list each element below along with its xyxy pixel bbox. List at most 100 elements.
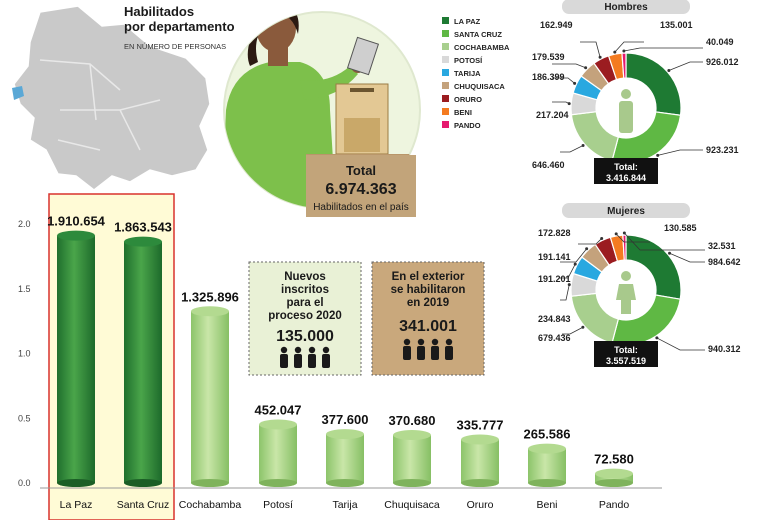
legend-swatch [442,56,449,63]
legend-label: COCHABAMBA [454,43,510,52]
legend: LA PAZ SANTA CRUZ COCHABAMBA POTOSÍ TARIJA CH… [442,17,510,130]
donut-total-value: 3.557.519 [606,356,646,366]
donut-leader-line [552,77,575,84]
donut-leader-line [624,232,705,251]
bar-top [528,443,566,454]
bar [528,448,566,483]
abroad-box: En el exterior se habilitaron en 2019 34… [371,261,485,376]
bar-base [191,479,229,487]
x-tick-label: La Paz [60,499,93,511]
donut-leader-line [657,149,703,156]
legend-label: SANTA CRUZ [454,30,502,39]
donut-leader-dot [622,231,626,235]
legend-label: ORURO [454,95,482,104]
new-registrants-line3: para el [286,297,323,309]
donut-leader-dot [581,143,585,147]
bar [124,241,162,483]
donut-total-box [594,158,658,184]
total-caption: Habilitados en el país [313,202,409,213]
figure-icon [619,101,633,133]
bar-value-label: 335.777 [457,418,504,433]
bar-value-label: 265.586 [524,427,571,442]
figure-icon [616,284,636,300]
voter-illustration: Total 6.974.363 Habilitados en el país [223,11,421,217]
bar-group: 370.680 Chuquisaca [384,413,440,511]
y-tick-label: 1.0 [18,349,31,359]
legend-swatch [442,108,449,115]
donut-leader-line [580,41,601,58]
legend-label: POTOSÍ [454,56,483,65]
chart-title-line1: Habilitados [124,4,194,19]
bar-chart: 1.910.654 La Paz 1.863.543 Santa Cruz 1.325.… [18,193,662,521]
bar-base [595,479,633,487]
donut-leader-dot [667,68,671,72]
person-head [280,346,288,354]
bar-base [393,479,431,487]
bar-group: 1.325.896 Cochabamba [179,289,242,511]
donut-value-label: 40.049 [706,37,734,47]
donut-value-label: 984.642 [708,257,741,267]
legend-swatch [442,43,449,50]
bar-value-label: 452.047 [255,402,302,417]
bar-value-label: 1.910.654 [47,214,106,229]
donut-value-label: 186.399 [532,72,565,82]
bar-group: 1.863.543 Santa Cruz [114,220,172,511]
bar-group: 265.586 Beni [524,427,571,511]
x-tick-label: Cochabamba [179,499,242,511]
legend-swatch [442,95,449,102]
donut-value-label: 679.436 [538,333,571,343]
donut-value-label: 130.585 [664,223,697,233]
bar-value-label: 377.600 [322,412,369,427]
donut-leader-line [623,47,703,52]
person-body [294,354,302,368]
y-tick-label: 1.5 [18,284,31,294]
donut-leader-dot [585,247,589,251]
donut-leader-dot [614,232,618,236]
figure-icon [621,300,631,314]
donut-leader-line [615,233,650,243]
bar-value-label: 72.580 [594,452,634,467]
donut-leader-dot [656,153,660,157]
person-body [308,354,316,368]
abroad-line2: se habilitaron [391,284,466,296]
person-head [308,346,316,354]
new-registrants-box: Nuevos inscritos para el proceso 2020 13… [248,261,362,376]
donut-value-label: 179.539 [532,52,565,62]
bar-base [461,479,499,487]
donut-total-label: Total: [614,345,638,355]
bar [259,424,297,483]
bar [461,439,499,483]
bar-top [57,230,95,241]
donut-leader-line [668,61,703,71]
bar-top [191,306,229,317]
donut-value-label: 923.231 [706,145,739,155]
donut-title-pill [562,203,690,218]
x-tick-label: Beni [536,499,557,511]
bar-top [393,429,431,440]
donut-leader-dot [581,325,585,329]
donut-leader-dot [567,102,571,106]
total-value: 6.974.363 [325,181,396,198]
donut-leader-dot [573,81,577,85]
new-registrants-line2: inscritos [281,284,329,296]
new-registrants-line1: Nuevos [284,271,326,283]
y-tick-label: 2.0 [18,219,31,229]
x-tick-label: Santa Cruz [117,499,170,511]
abroad-line1: En el exterior [392,271,465,283]
donut-leader-line [669,252,705,263]
donut-value-label: 135.001 [660,20,693,30]
person-head [417,338,425,346]
legend-swatch [442,30,449,37]
legend-label: BENI [454,108,472,117]
donut-chart-mujeres: Mujeres 984.642 940.312 679.436 234.843 191.2… [538,203,741,367]
person-head [445,338,453,346]
new-registrants-value: 135.000 [276,328,334,345]
donut-value-label: 926.012 [706,57,739,67]
bar-group: 1.910.654 La Paz [47,214,106,511]
person-head [431,338,439,346]
legend-label: CHUQUISACA [454,82,505,91]
people-icon [280,346,330,368]
people-icon [403,338,453,360]
total-card [306,155,416,217]
